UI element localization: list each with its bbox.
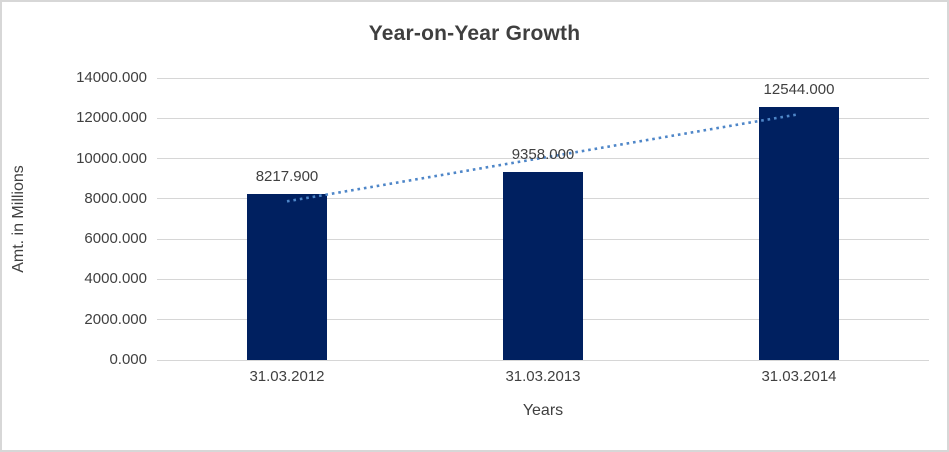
y-tick-label: 8000.000 <box>84 189 147 207</box>
bar-31.03.2013 <box>503 171 583 360</box>
bar-31.03.2014 <box>759 107 839 360</box>
y-tick-label: 6000.000 <box>84 230 147 248</box>
y-tick-label: 12000.000 <box>76 109 147 127</box>
trendline <box>286 112 800 203</box>
gridline <box>157 117 929 119</box>
gridline <box>157 158 929 160</box>
y-tick-label: 4000.000 <box>84 270 147 288</box>
gridline <box>157 359 929 361</box>
x-axis-title: Years <box>522 402 564 419</box>
chart-title: Year-on-Year Growth <box>368 22 581 45</box>
y-tick-label: 10000.000 <box>76 149 147 167</box>
y-tick-label: 0.000 <box>109 351 147 368</box>
x-tick-label: 31.03.2013 <box>505 368 581 385</box>
y-tick-label: 14000.000 <box>76 69 147 86</box>
bar-31.03.2012 <box>247 194 327 360</box>
bar-value-label: 12544.000 <box>763 81 835 99</box>
bar-value-label: 8217.900 <box>255 168 319 186</box>
bar-value-label: 9358.000 <box>511 145 575 163</box>
y-tick-label: 2000.000 <box>84 310 147 328</box>
x-tick-label: 31.03.2014 <box>761 368 837 385</box>
trendline-dotted-line <box>286 112 800 203</box>
plot-area: 8217.900 9358.000 12544.000 <box>157 77 929 361</box>
x-tick-label: 31.03.2012 <box>249 368 325 385</box>
gridline <box>157 77 929 79</box>
